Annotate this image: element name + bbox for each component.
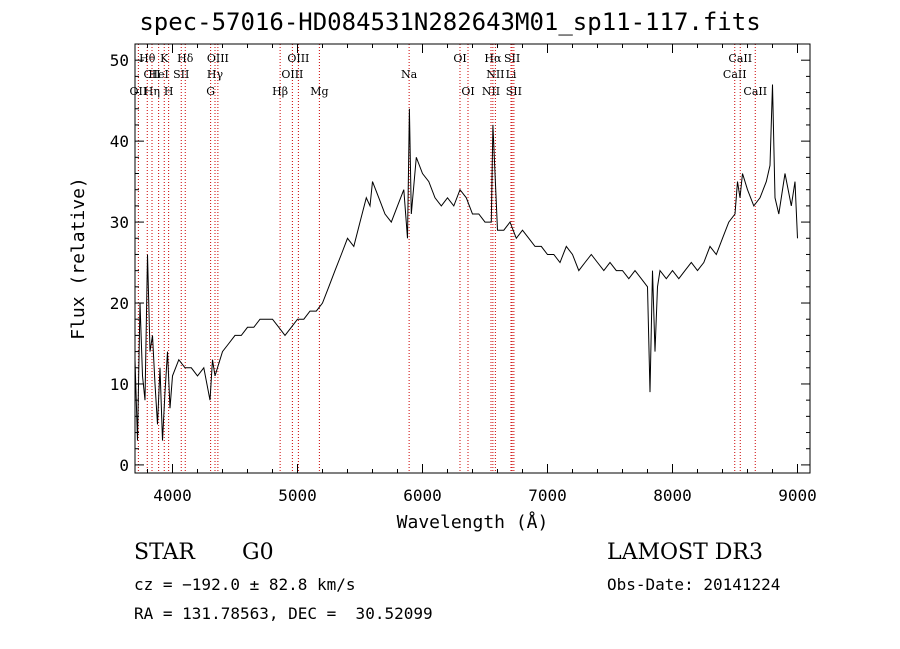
spectral-line-label: OIII bbox=[281, 68, 303, 81]
redshift-cz: cz = −192.0 ± 82.8 km/s bbox=[134, 575, 356, 594]
spectral-line-label: Mg bbox=[310, 85, 328, 98]
spectral-line-label: CaII bbox=[723, 68, 747, 81]
x-tick-label: 8000 bbox=[653, 486, 692, 505]
x-tick-label: 5000 bbox=[278, 486, 317, 505]
y-tick-label: 20 bbox=[110, 294, 129, 313]
spectral-line-label: Hθ bbox=[139, 52, 156, 65]
x-tick-label: 9000 bbox=[778, 486, 817, 505]
y-tick-label: 0 bbox=[119, 456, 129, 475]
spectral-line-label: H bbox=[164, 85, 174, 98]
spectral-line-label: Hη bbox=[144, 85, 160, 98]
spectral-line-label: K bbox=[160, 52, 169, 65]
spectral-line-label: OI bbox=[461, 85, 474, 98]
spectral-line-label: Hβ bbox=[272, 85, 288, 98]
spectral-line-label: HeI bbox=[148, 68, 168, 81]
x-tick-label: 7000 bbox=[528, 486, 567, 505]
survey-name: LAMOST DR3 bbox=[607, 540, 763, 565]
spectral-line-label: OI bbox=[453, 52, 466, 65]
spectral-line-label: CII bbox=[143, 68, 160, 81]
object-subclass: G0 bbox=[242, 540, 274, 565]
spectral-line-label: CaII bbox=[743, 85, 767, 98]
x-tick-label: 6000 bbox=[403, 486, 442, 505]
plot-frame bbox=[134, 43, 811, 474]
spectral-line-label: G bbox=[206, 85, 215, 98]
y-tick-label: 30 bbox=[110, 213, 129, 232]
spectral-line-label: Na bbox=[401, 68, 418, 81]
spectral-line-label: NII bbox=[486, 68, 504, 81]
spectral-line-label: OII bbox=[130, 85, 148, 98]
x-tick-label: 4000 bbox=[153, 486, 192, 505]
spectral-line-label: NII bbox=[482, 85, 500, 98]
chart-title: spec-57016-HD084531N282643M01_sp11-117.f… bbox=[139, 8, 761, 36]
y-tick-label: 50 bbox=[110, 51, 129, 70]
axis-ticks: 4000 5000 6000 7000 8000 9000 0 10 20 30 40 50 bbox=[110, 44, 817, 505]
y-tick-label: 40 bbox=[110, 132, 129, 151]
line-label-layer: Hθ CII OII K HeI Hη Hδ SII H OIII Hγ G OIII OIII Hβ Mg N… bbox=[130, 52, 768, 98]
y-axis-label: Flux (relative) bbox=[68, 177, 89, 340]
spectral-line-label: SII bbox=[506, 85, 522, 98]
spectrum-series-line bbox=[134, 84, 798, 441]
spectral-line-label: CaII bbox=[728, 52, 752, 65]
x-axis-label: Wavelength (Å) bbox=[397, 511, 549, 533]
spectral-line-label: SII bbox=[504, 52, 520, 65]
spectral-line-label: SII bbox=[173, 68, 189, 81]
coordinates: RA = 131.78563, DEC = 30.52099 bbox=[134, 604, 433, 623]
spectral-line-label: Hγ bbox=[207, 68, 224, 81]
spectral-line-label: OIII bbox=[207, 52, 229, 65]
spectral-line-label: Li bbox=[506, 68, 517, 81]
y-tick-label: 10 bbox=[110, 375, 129, 394]
spectral-line-label: Hα bbox=[484, 52, 502, 65]
spectral-line-label: OIII bbox=[287, 52, 309, 65]
observation-date: Obs-Date: 20141224 bbox=[607, 575, 781, 594]
line-marker-layer bbox=[137, 44, 756, 473]
object-class: STAR bbox=[134, 540, 195, 565]
spectral-line-label: Hδ bbox=[177, 52, 194, 65]
